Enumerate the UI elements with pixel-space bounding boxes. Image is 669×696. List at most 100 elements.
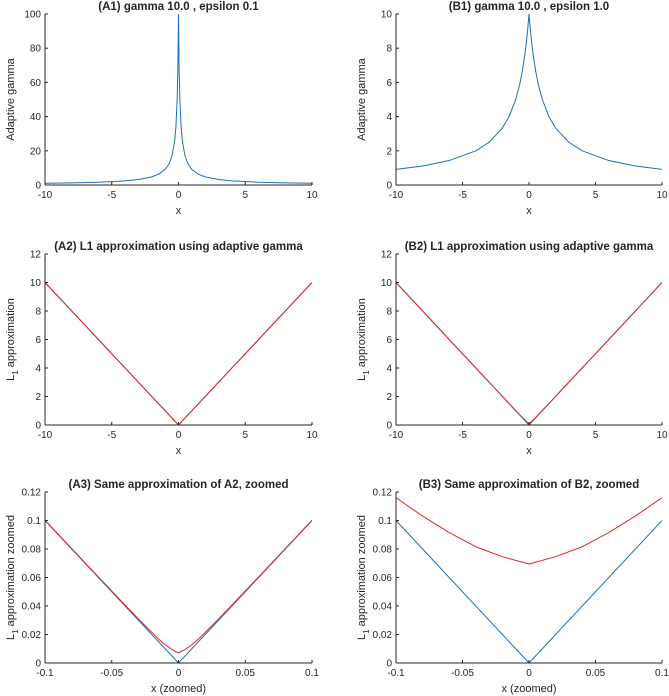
x-tick-label: 0.1 bbox=[655, 668, 669, 679]
x-tick-label: 10 bbox=[306, 190, 318, 201]
x-tick-label: -5 bbox=[458, 190, 467, 201]
y-tick-label: 4 bbox=[386, 364, 392, 375]
panel-b1: (B1) gamma 10.0 , epsilon 1.0 -10 -5 0 5 10 0 2… bbox=[356, 1, 668, 217]
series-line-1 bbox=[45, 282, 312, 425]
panel-a3: (A3) Same approximation of A2, zoomed -0.… bbox=[5, 479, 319, 695]
x-tick-label: -10 bbox=[38, 430, 53, 441]
x-tick-label: 5 bbox=[593, 430, 599, 441]
y-label-rest: approximation bbox=[5, 298, 17, 370]
y-axis-label: Adaptive gamma bbox=[356, 57, 368, 140]
panel-title: (A3) Same approximation of A2, zoomed bbox=[68, 479, 288, 491]
panel-title: (B3) Same approximation of B2, zoomed bbox=[419, 479, 639, 491]
y-axis-label: L1 approximation bbox=[5, 298, 20, 381]
x-tick-label: -0.05 bbox=[100, 668, 123, 679]
x-axis-label: x bbox=[176, 445, 182, 457]
y-axis-label: Adaptive gamma bbox=[5, 57, 17, 140]
x-tick-label: -0.1 bbox=[387, 668, 405, 679]
panel-b2: (B2) L1 approximation using adaptive gam… bbox=[356, 241, 668, 457]
panel-title: (B2) L1 approximation using adaptive gam… bbox=[405, 241, 654, 253]
y-tick-label: 2 bbox=[35, 392, 41, 403]
y-tick-label: 0.1 bbox=[378, 516, 392, 527]
x-axis-label: x (zoomed) bbox=[151, 683, 206, 695]
y-tick-label: 0.08 bbox=[373, 545, 393, 556]
y-tick-label: 60 bbox=[30, 78, 42, 89]
y-label-rest: approximation zoomed bbox=[356, 515, 368, 629]
series-line-0 bbox=[396, 520, 662, 663]
y-tick-label: 6 bbox=[386, 335, 392, 346]
series-line-1 bbox=[396, 282, 662, 425]
y-tick-label: 8 bbox=[386, 307, 392, 318]
y-label-main: L bbox=[5, 375, 17, 381]
panel-b3: (B3) Same approximation of B2, zoomed -0.… bbox=[356, 479, 669, 695]
y-tick-label: 0.08 bbox=[22, 545, 42, 556]
y-tick-label: 8 bbox=[35, 307, 41, 318]
y-tick-label: 8 bbox=[386, 44, 392, 55]
x-tick-label: 0 bbox=[176, 430, 182, 441]
y-tick-label: 0 bbox=[35, 659, 41, 670]
y-axis-label: L1 approximation zoomed bbox=[5, 515, 20, 640]
x-axis-label: x bbox=[526, 205, 532, 217]
y-tick-label: 0.04 bbox=[22, 602, 42, 613]
y-tick-label: 4 bbox=[386, 112, 392, 123]
y-tick-label: 0 bbox=[35, 181, 41, 192]
x-tick-label: 5 bbox=[242, 190, 248, 201]
x-tick-label: 0.05 bbox=[586, 668, 606, 679]
y-tick-label: 10 bbox=[381, 10, 393, 21]
x-tick-label: -0.05 bbox=[451, 668, 474, 679]
y-tick-label: 0.02 bbox=[22, 630, 42, 641]
y-tick-label: 0 bbox=[386, 421, 392, 432]
x-tick-label: -10 bbox=[38, 190, 53, 201]
x-tick-label: 5 bbox=[242, 430, 248, 441]
panel-a2: (A2) L1 approximation using adaptive gam… bbox=[5, 241, 318, 457]
y-tick-label: 0.06 bbox=[373, 573, 393, 584]
series-line-0 bbox=[45, 282, 312, 425]
y-tick-label: 12 bbox=[381, 250, 393, 261]
x-tick-label: -0.1 bbox=[36, 668, 54, 679]
x-tick-label: 10 bbox=[656, 430, 668, 441]
plot-area bbox=[396, 497, 662, 663]
plot-area bbox=[45, 519, 312, 663]
x-tick-label: -5 bbox=[107, 190, 116, 201]
y-label-rest: approximation bbox=[356, 298, 368, 370]
y-label-subscript: 1 bbox=[362, 629, 371, 634]
y-tick-label: 2 bbox=[386, 146, 392, 157]
x-axis-label: x bbox=[176, 205, 182, 217]
y-tick-label: 0.06 bbox=[22, 573, 42, 584]
x-tick-label: -5 bbox=[107, 430, 116, 441]
series-line-0 bbox=[45, 520, 312, 663]
y-tick-label: 10 bbox=[30, 278, 42, 289]
y-tick-label: 2 bbox=[386, 392, 392, 403]
y-label-subscript: 1 bbox=[11, 370, 20, 375]
y-tick-label: 12 bbox=[30, 250, 42, 261]
y-axis-label: L1 approximation bbox=[356, 298, 371, 381]
y-tick-label: 6 bbox=[35, 335, 41, 346]
panel-title: (A1) gamma 10.0 , epsilon 0.1 bbox=[98, 1, 259, 13]
y-label-main: L bbox=[5, 634, 17, 640]
y-label-subscript: 1 bbox=[11, 629, 20, 634]
y-tick-label: 0.12 bbox=[22, 488, 42, 499]
series-line-1 bbox=[45, 519, 312, 654]
y-tick-label: 0.1 bbox=[27, 516, 41, 527]
y-label-subscript: 1 bbox=[362, 370, 371, 375]
y-tick-label: 0 bbox=[386, 659, 392, 670]
panel-title: (B1) gamma 10.0 , epsilon 1.0 bbox=[449, 1, 609, 13]
x-tick-label: 0 bbox=[526, 190, 532, 201]
x-tick-label: 0 bbox=[526, 668, 532, 679]
panel-a1: (A1) gamma 10.0 , epsilon 0.1-10 -5 0 5 1002… bbox=[5, 1, 318, 217]
y-tick-label: 6 bbox=[386, 78, 392, 89]
y-tick-label: 0 bbox=[386, 181, 392, 192]
y-tick-label: 4 bbox=[35, 364, 41, 375]
y-tick-label: 40 bbox=[30, 112, 42, 123]
y-tick-label: 100 bbox=[24, 10, 41, 21]
y-tick-label: 0.04 bbox=[373, 602, 393, 613]
x-tick-label: -10 bbox=[389, 190, 404, 201]
plot-area bbox=[45, 14, 312, 184]
plot-area bbox=[396, 14, 662, 170]
x-tick-label: 0 bbox=[526, 430, 532, 441]
panel-title: (A2) L1 approximation using adaptive gam… bbox=[54, 241, 303, 253]
x-tick-label: -5 bbox=[458, 430, 467, 441]
y-label-main: L bbox=[356, 634, 368, 640]
y-tick-label: 0.02 bbox=[373, 630, 393, 641]
y-axis-label: L1 approximation zoomed bbox=[356, 515, 371, 640]
x-tick-label: 0 bbox=[176, 668, 182, 679]
